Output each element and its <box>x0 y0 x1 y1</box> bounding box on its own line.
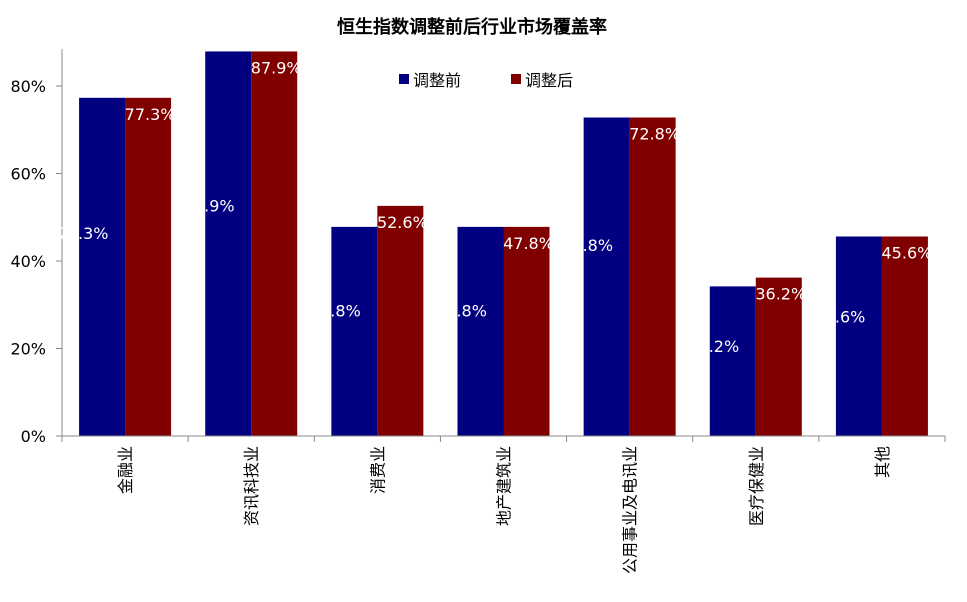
bar-after <box>755 277 802 436</box>
legend: 调整前 调整后 <box>399 71 573 90</box>
category-label: 地产建筑业 <box>495 446 514 526</box>
bar-after <box>125 97 172 436</box>
data-label-after: 47.8% <box>503 234 554 253</box>
bar-before <box>583 117 630 436</box>
bar-before <box>79 97 126 436</box>
legend-swatch-before <box>399 74 409 84</box>
y-axis: 0% 20% 40% 60% 80% <box>10 49 63 446</box>
legend-label-after: 调整后 <box>525 71 573 90</box>
data-label-before: 77.3% <box>58 224 109 243</box>
category-label: 金融业 <box>116 446 135 494</box>
data-label-after: 45.6% <box>882 244 933 263</box>
data-label-after: 72.8% <box>629 125 680 144</box>
data-label-before: 45.6% <box>815 307 866 326</box>
y-tick-label: 40% <box>10 252 46 271</box>
x-axis: 金融业 资讯科技业 消费业 地产建筑业 公用事业及电讯业 医疗保健业 其他 <box>61 435 946 574</box>
data-label-before: 47.8% <box>436 302 487 321</box>
category-label: 公用事业及电讯业 <box>621 446 640 574</box>
y-tick-label: 80% <box>10 77 46 96</box>
data-label-before: 72.8% <box>562 236 613 255</box>
data-labels: 77.3% 77.3% 87.9% 87.9% 47.8% 52.6% 47.8% 47.8%… <box>58 58 933 356</box>
bar-before <box>835 236 882 436</box>
bars <box>79 51 928 436</box>
bar-after <box>629 117 676 436</box>
data-label-after: 77.3% <box>125 105 176 124</box>
bar-before <box>331 226 378 436</box>
legend-swatch-after <box>511 74 521 84</box>
y-tick-label: 0% <box>21 427 46 446</box>
data-label-before: 87.9% <box>184 196 235 215</box>
bar-before <box>709 286 756 436</box>
data-label-after: 52.6% <box>377 213 428 232</box>
bar-after <box>251 51 298 436</box>
legend-label-before: 调整前 <box>413 71 461 90</box>
y-tick-label: 20% <box>10 340 46 359</box>
bar-after <box>377 205 424 436</box>
category-label: 医疗保健业 <box>747 446 766 526</box>
bar-after <box>503 226 550 436</box>
bar-before <box>457 226 504 436</box>
bar-before <box>205 51 252 436</box>
data-label-before: 34.2% <box>688 337 739 356</box>
category-label: 消费业 <box>368 446 387 494</box>
data-label-after: 87.9% <box>251 58 302 77</box>
category-label: 资讯科技业 <box>242 446 261 526</box>
y-tick-label: 60% <box>10 165 46 184</box>
data-label-before: 47.8% <box>310 302 361 321</box>
category-label: 其他 <box>873 446 892 478</box>
chart-title: 恒生指数调整前后行业市场覆盖率 <box>337 16 607 38</box>
data-label-after: 36.2% <box>755 285 806 304</box>
bar-after <box>881 236 928 436</box>
